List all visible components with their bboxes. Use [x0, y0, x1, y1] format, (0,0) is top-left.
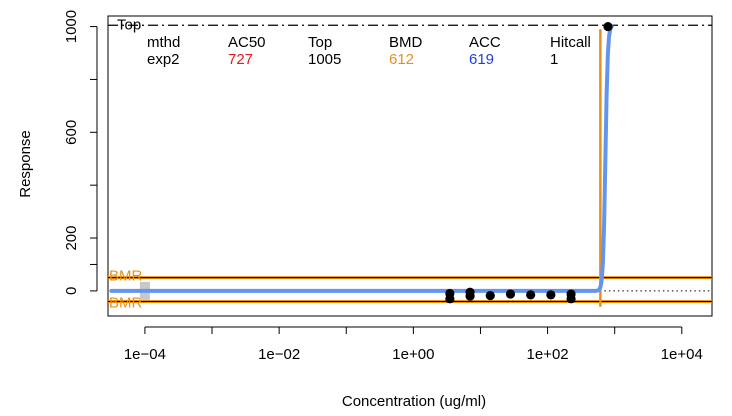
table-cell: 619	[469, 51, 494, 68]
y-tick-label: 1000	[63, 10, 80, 43]
x-axis: 1e−04 1e−02 1e+00 1e+02 1e+04	[124, 326, 703, 363]
x-tick-label: 1e−02	[258, 346, 300, 363]
table-cell: 1005	[308, 51, 341, 68]
table-cell: 727	[228, 51, 253, 68]
x-tick-label: 1e−04	[124, 346, 166, 363]
table-header: Top	[308, 34, 332, 51]
table-header: BMD	[389, 34, 423, 51]
fit-curve	[109, 24, 614, 293]
data-point	[603, 21, 613, 32]
data-points	[445, 21, 613, 304]
table-cell: exp2	[147, 51, 180, 68]
table-header: ACC	[469, 34, 501, 51]
x-tick-label: 1e+02	[527, 346, 569, 363]
bmr-lower-line-label: BMR	[109, 294, 143, 311]
summary-table: mthd AC50 Top BMD ACC Hitcall exp2 727 1005 612 61…	[147, 34, 591, 68]
data-point	[505, 289, 516, 299]
table-cell: 1	[550, 51, 558, 68]
table-header: AC50	[228, 34, 266, 51]
data-point	[445, 288, 455, 299]
y-axis-label: Response	[17, 130, 34, 198]
x-tick-label: 1e+04	[661, 346, 703, 363]
top-line-label: Top	[117, 16, 141, 33]
bmr-upper-line-label: BMR	[109, 268, 143, 285]
table-header: mthd	[147, 34, 180, 51]
x-tick-label: 1e+00	[392, 346, 434, 363]
y-axis: 0 200 600 1000	[63, 10, 98, 295]
hill-fit-line	[109, 24, 614, 293]
table-header: Hitcall	[550, 34, 591, 51]
data-point	[485, 291, 495, 301]
data-point	[566, 294, 576, 304]
y-tick-label: 200	[63, 226, 80, 251]
data-point	[546, 290, 556, 300]
y-tick-label: 600	[63, 120, 80, 145]
plot-frame	[107, 15, 713, 317]
table-cell: 612	[389, 51, 414, 68]
data-point	[465, 287, 475, 297]
y-tick-label: 0	[63, 287, 80, 295]
x-axis-label: Concentration (ug/ml)	[342, 393, 486, 410]
data-point	[526, 290, 536, 300]
